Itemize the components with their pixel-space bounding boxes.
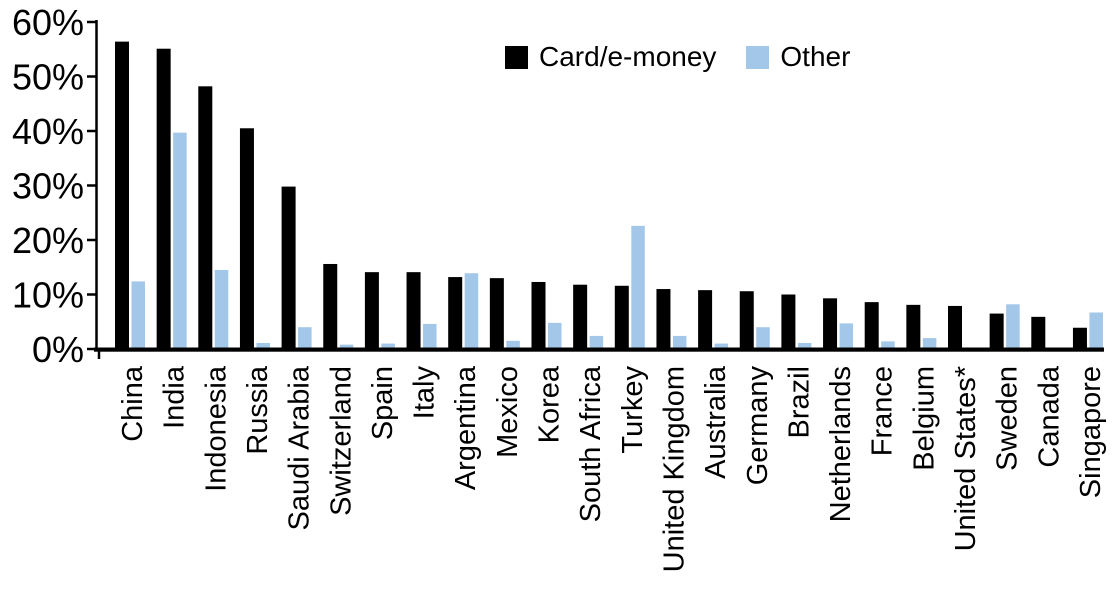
x-tick-label-russia: Russia	[242, 365, 274, 455]
bar-card-e-money-turkey	[614, 285, 629, 349]
x-tick-label-united-states: United States*	[950, 366, 982, 551]
bar-card-e-money-netherlands	[823, 298, 838, 349]
y-tick-label: 50%	[12, 57, 84, 98]
bar-card-e-money-korea	[531, 281, 546, 349]
bar-card-e-money-belgium	[906, 304, 921, 349]
x-tick-label-united-kingdom: United Kingdom	[658, 366, 690, 572]
bar-card-e-money-united-kingdom	[656, 289, 671, 349]
y-tick-label: 10%	[12, 275, 84, 316]
bar-card-e-money-saudi-arabia	[281, 186, 296, 349]
bar-card-e-money-italy	[406, 272, 421, 349]
bar-other-belgium	[922, 338, 937, 349]
y-tick-label: 30%	[12, 166, 84, 207]
y-tick-label: 0%	[32, 329, 84, 370]
bar-other-france	[881, 341, 895, 349]
bar-card-e-money-brazil	[781, 294, 796, 349]
legend-swatch-card-e-money-icon	[505, 45, 528, 69]
y-tick-label: 60%	[12, 2, 84, 43]
x-tick-label-turkey: Turkey	[617, 366, 649, 454]
bar-other-south-africa	[589, 335, 604, 349]
bar-other-saudi-arabia	[298, 327, 312, 349]
bar-other-switzerland	[339, 344, 354, 349]
y-tick-label: 20%	[12, 220, 84, 261]
bar-other-china	[131, 281, 145, 349]
legend-item-card-e-money: Card/e-money	[505, 41, 716, 73]
x-tick-label-netherlands: Netherlands	[825, 366, 857, 522]
x-tick-label-argentina: Argentina	[450, 365, 482, 490]
x-tick-label-france: France	[867, 366, 899, 456]
x-tick-label-saudi-arabia: Saudi Arabia	[284, 365, 316, 530]
x-tick-label-germany: Germany	[742, 366, 774, 486]
bar-card-e-money-sweden	[989, 313, 1004, 349]
bar-card-e-money-spain	[364, 272, 379, 349]
bar-other-brazil	[797, 343, 812, 349]
bar-card-e-money-switzerland	[323, 263, 338, 349]
bar-card-e-money-germany	[739, 291, 754, 349]
bar-other-korea	[548, 322, 562, 349]
legend-label-other: Other	[780, 41, 851, 72]
x-tick-label-south-africa: South Africa	[575, 365, 607, 522]
x-tick-label-mexico: Mexico	[492, 366, 524, 458]
bar-card-e-money-australia	[698, 290, 713, 349]
bar-other-indonesia	[214, 269, 229, 349]
y-tick-label: 40%	[12, 111, 84, 152]
bar-other-india	[173, 132, 187, 349]
bar-card-e-money-united-states	[948, 305, 962, 349]
bar-other-spain	[381, 343, 395, 349]
bar-other-italy	[423, 323, 437, 349]
bar-other-germany	[756, 327, 770, 349]
bar-other-australia	[714, 343, 729, 349]
bar-other-united-kingdom	[672, 335, 687, 349]
chart-legend: Card/e-money Other	[505, 41, 850, 73]
bar-other-turkey	[631, 225, 645, 349]
x-tick-label-australia: Australia	[700, 365, 732, 479]
bar-other-netherlands	[839, 323, 854, 349]
bar-card-e-money-south-africa	[573, 284, 588, 349]
x-tick-label-italy: Italy	[409, 366, 441, 420]
x-tick-label-korea: Korea	[534, 365, 566, 443]
legend-label-card-e-money: Card/e-money	[539, 41, 717, 72]
bar-card-e-money-france	[864, 302, 879, 349]
x-tick-label-switzerland: Switzerland	[325, 366, 357, 516]
x-tick-label-india: India	[159, 365, 191, 429]
x-tick-label-brazil: Brazil	[783, 366, 815, 439]
bar-other-mexico	[506, 340, 520, 349]
bar-card-e-money-mexico	[489, 278, 504, 349]
x-tick-label-china: China	[117, 365, 149, 442]
bar-card-e-money-canada	[1031, 316, 1046, 349]
bar-card-e-money-singapore	[1072, 327, 1087, 349]
x-tick-label-canada: Canada	[1033, 365, 1065, 467]
legend-swatch-other-icon	[746, 45, 770, 69]
bar-other-argentina	[464, 273, 479, 349]
bar-card-e-money-indonesia	[198, 86, 213, 349]
bar-other-singapore	[1089, 312, 1103, 349]
x-tick-label-belgium: Belgium	[908, 366, 940, 471]
bar-other-russia	[256, 343, 270, 349]
bar-card-e-money-india	[156, 48, 171, 350]
x-tick-label-indonesia: Indonesia	[200, 365, 232, 492]
bar-card-e-money-china	[115, 41, 129, 350]
bar-other-sweden	[1006, 304, 1020, 349]
bar-card-e-money-argentina	[448, 277, 463, 349]
x-axis-line	[94, 347, 1104, 352]
x-tick-label-sweden: Sweden	[992, 366, 1024, 471]
legend-item-other: Other	[746, 41, 850, 73]
x-tick-label-spain: Spain	[367, 366, 399, 440]
bar-card-e-money-russia	[239, 128, 254, 349]
x-tick-label-singapore: Singapore	[1075, 366, 1107, 498]
